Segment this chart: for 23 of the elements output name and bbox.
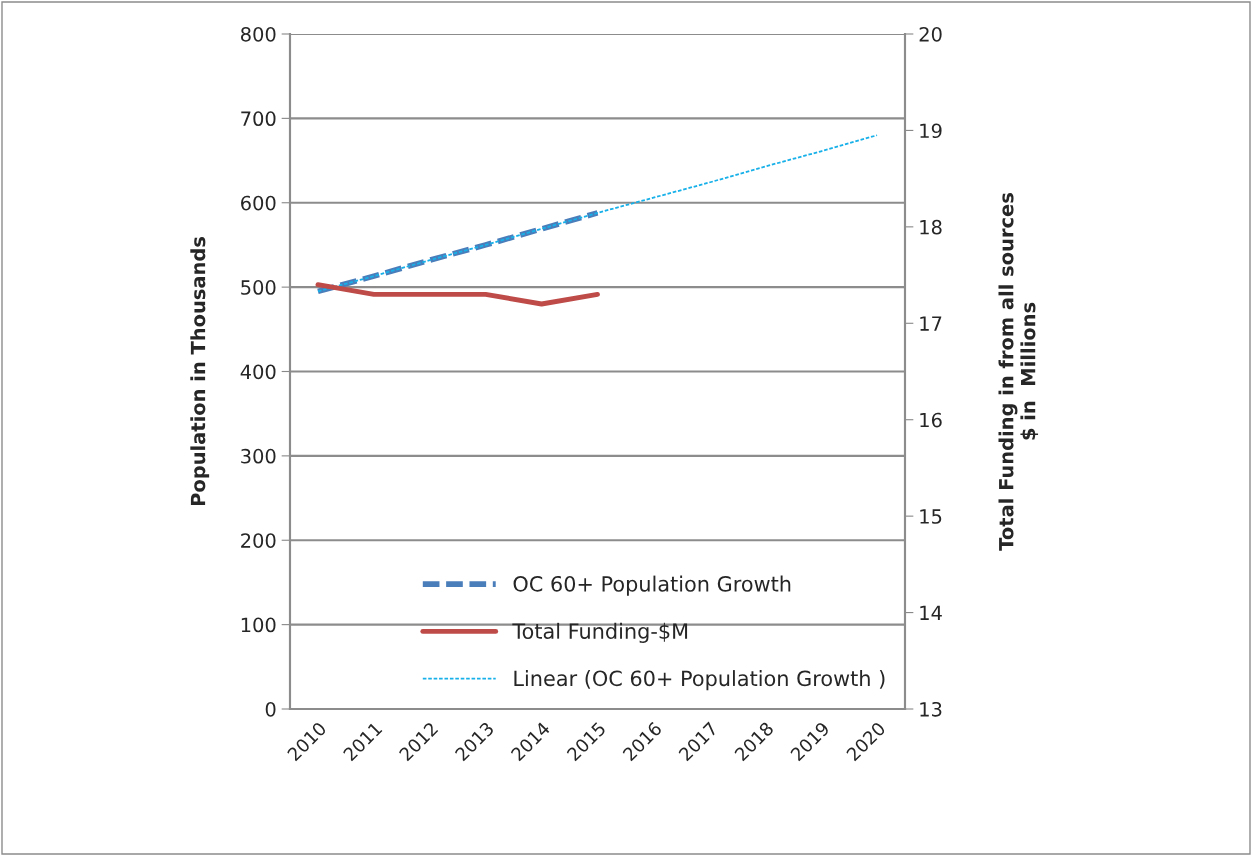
- legend-label: OC 60+ Population Growth: [513, 575, 791, 596]
- y2-tick-label: 15: [920, 509, 942, 524]
- y-tick-label: 700: [241, 111, 276, 127]
- y-tick-label: 300: [241, 448, 276, 464]
- y2-tick-label: 20: [919, 26, 942, 42]
- y2-axis-title: Total Funding in from all sources $ in Millions: [998, 193, 1039, 551]
- y2-tick-label: 17: [920, 316, 942, 331]
- y-tick-label: 800: [241, 26, 276, 42]
- y2-tick-label: 19: [920, 123, 942, 139]
- y-tick-label: 500: [241, 280, 276, 295]
- y-tick-label: 0: [265, 701, 276, 717]
- line-series: [317, 134, 878, 293]
- y-tick-label: 600: [241, 195, 276, 211]
- y2-tick-label: 18: [920, 219, 942, 235]
- y-axis-title: Population in Thousands: [190, 237, 210, 506]
- y-tick-label: 100: [241, 617, 276, 633]
- legend-label: Total Funding-$M: [512, 622, 688, 643]
- y2-tick-label: 13: [920, 701, 942, 717]
- y-tick-label: 200: [241, 533, 276, 548]
- y2-tick-label: 16: [920, 412, 942, 428]
- y2-tick-label: 14: [920, 605, 942, 620]
- y-tick-label: 400: [240, 364, 276, 380]
- legend-label: Linear (OC 60+ Population Growth ): [514, 670, 885, 691]
